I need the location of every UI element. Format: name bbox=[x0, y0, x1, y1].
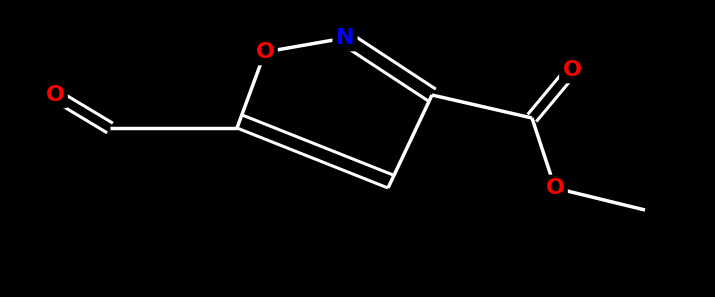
Text: O: O bbox=[255, 42, 275, 62]
Text: O: O bbox=[46, 85, 64, 105]
Text: O: O bbox=[563, 60, 581, 80]
Text: N: N bbox=[336, 28, 354, 48]
Text: O: O bbox=[546, 178, 565, 198]
